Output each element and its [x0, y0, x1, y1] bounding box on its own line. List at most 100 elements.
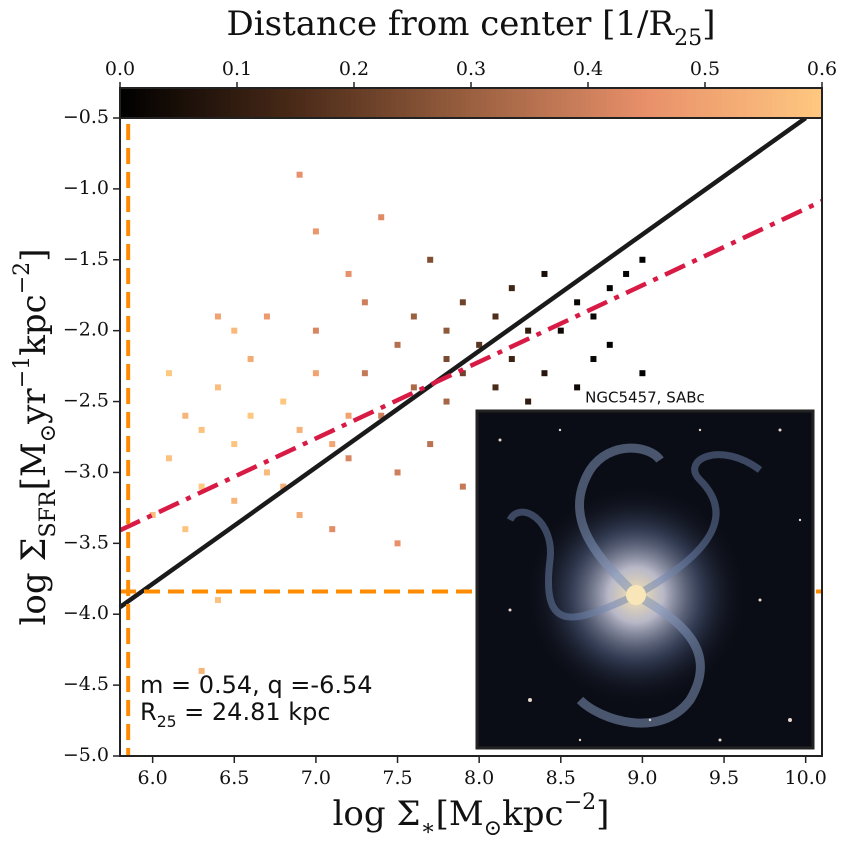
colorbar-cell [160, 88, 166, 118]
label-part: ] [702, 4, 715, 44]
colorbar-cell [395, 88, 402, 118]
x-tick-label: 10.0 [785, 767, 827, 789]
colorbar-cell [240, 88, 246, 118]
x-tick-label: 8.5 [546, 767, 576, 789]
colorbar-cell [621, 88, 628, 118]
colorbar-cell [731, 88, 738, 118]
colorbar-cell [606, 88, 612, 118]
colorbar-cell [425, 88, 432, 118]
point [263, 469, 270, 476]
colorbar-cell [786, 88, 793, 118]
x-tick-label: 6.5 [219, 767, 249, 789]
point [247, 412, 254, 419]
colorbar-cell [410, 88, 417, 118]
point [296, 426, 303, 433]
colorbar-cell [450, 88, 457, 118]
point [198, 667, 205, 674]
colorbar-cell [496, 88, 502, 118]
colorbar-cell [746, 88, 753, 118]
colorbar-cell [145, 88, 151, 118]
label: R25 = 24.81 kpc [140, 698, 331, 731]
x-tick-label: 7.5 [382, 767, 412, 789]
label-part: 25 [674, 25, 702, 51]
colorbar-cell [526, 88, 532, 118]
label-part: −2 [564, 789, 597, 815]
colorbar-cell [225, 88, 231, 118]
point [394, 341, 401, 348]
point [247, 356, 254, 363]
colorbar-cell [696, 88, 703, 118]
point [361, 299, 368, 306]
x-tick-label: 7.0 [301, 767, 331, 789]
point [296, 171, 303, 178]
label-part: −2 [9, 262, 35, 295]
colorbar-cell [435, 88, 442, 118]
colorbar-cell [215, 88, 221, 118]
colorbar-cell [170, 88, 176, 118]
y-tick-label: −3.0 [63, 460, 109, 482]
point [263, 313, 270, 320]
x-tick-label: 6.0 [138, 767, 168, 789]
point [329, 526, 336, 533]
colorbar-tick-label: 0.0 [105, 58, 135, 80]
label: log Σ∗[M⊙kpc−2] [333, 789, 610, 841]
colorbar-cell [516, 88, 522, 118]
label-part: ] [14, 249, 54, 262]
colorbar-cell [771, 88, 778, 118]
point [345, 455, 352, 462]
colorbar-cell [235, 88, 241, 118]
point [378, 214, 385, 221]
colorbar-cell [506, 88, 512, 118]
colorbar-cell [375, 88, 382, 118]
colorbar-cell [661, 88, 668, 118]
point [182, 412, 189, 419]
point [574, 384, 581, 391]
point [410, 384, 417, 391]
colorbar-cell [801, 88, 808, 118]
point [345, 270, 352, 277]
label: log ΣSFR[M⊙yr−1kpc−2] [9, 249, 61, 626]
colorbar-cell [681, 88, 688, 118]
colorbar-tick-label: 0.4 [573, 58, 603, 80]
colorbar-cell [245, 88, 251, 118]
colorbar-cell [636, 88, 643, 118]
colorbar-cell [491, 88, 497, 118]
colorbar-cell [791, 88, 798, 118]
point [231, 441, 238, 448]
label-part: ⊙ [484, 815, 503, 841]
colorbar-cell [365, 88, 372, 118]
colorbar-cell [360, 88, 367, 118]
colorbar-cell [591, 88, 597, 118]
colorbar-cell [300, 88, 307, 118]
colorbar-cell [210, 88, 216, 118]
inset-title: NGC5457, SABc [585, 389, 705, 407]
point [508, 285, 515, 292]
point [149, 511, 156, 518]
colorbar-cell [626, 88, 633, 118]
y-tick-label: −1.0 [63, 177, 109, 199]
colorbar-cell [566, 88, 572, 118]
colorbar-cell [330, 88, 337, 118]
spiral-arm [576, 591, 705, 728]
label-part: 25 [157, 713, 177, 731]
y-tick-label: −4.0 [63, 602, 109, 624]
colorbar-cell [325, 88, 332, 118]
label: m = 0.54, q =-6.54 [140, 671, 373, 699]
spiral-arm [634, 451, 763, 599]
colorbar-tick-label: 0.6 [807, 58, 837, 80]
colorbar-cell [511, 88, 517, 118]
point [459, 483, 466, 490]
colorbar-cell [586, 88, 592, 118]
label-part: R [140, 698, 157, 726]
point [476, 341, 483, 348]
colorbar-cell [631, 88, 638, 118]
colorbar-cell [721, 88, 728, 118]
colorbar-cell [781, 88, 788, 118]
point [296, 511, 303, 518]
colorbar-cell [816, 88, 823, 118]
colorbar-cell [250, 88, 256, 118]
label-part: = 24.81 kpc [177, 698, 331, 726]
colorbar-cell [175, 88, 181, 118]
point [378, 412, 385, 419]
colorbar-cell [671, 88, 678, 118]
